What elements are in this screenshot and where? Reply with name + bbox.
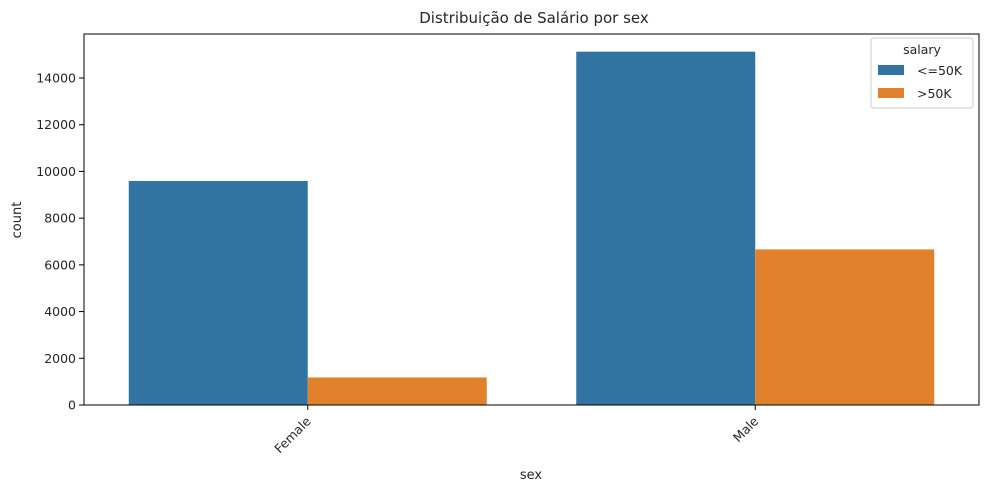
y-axis: 0 2000 4000 6000 8000 10000 12000 14000 <box>36 71 84 413</box>
legend-label-le50k: <=50K <box>917 63 963 78</box>
y-tick-label: 2000 <box>44 351 76 366</box>
legend-label-gt50k: >50K <box>917 86 952 101</box>
x-axis: Female Male <box>271 405 762 456</box>
y-tick-label: 0 <box>68 398 76 413</box>
y-axis-label: count <box>10 202 25 239</box>
y-tick-label: 4000 <box>44 304 76 319</box>
legend-swatch-gt50k <box>878 88 904 98</box>
x-tick-label-female: Female <box>271 413 314 456</box>
legend: salary <=50K >50K <box>870 37 974 109</box>
bar-female-series-1 <box>307 377 487 405</box>
bars-group <box>128 51 935 405</box>
bar-male-series-0 <box>576 51 756 405</box>
chart-title: Distribuição de Salário por sex <box>419 9 649 27</box>
bar-male-series-1 <box>755 249 935 405</box>
x-axis-label: sex <box>520 468 543 483</box>
y-tick-label: 8000 <box>44 211 76 226</box>
legend-title: salary <box>903 42 941 57</box>
y-tick-label: 14000 <box>36 71 76 86</box>
plot-frame <box>83 33 980 406</box>
y-tick-label: 10000 <box>36 164 76 179</box>
bar-female-series-0 <box>128 180 308 405</box>
legend-swatch-le50k <box>878 65 904 75</box>
y-tick-label: 6000 <box>44 257 76 272</box>
y-tick-label: 12000 <box>36 117 76 132</box>
x-tick-label-male: Male <box>730 413 762 445</box>
